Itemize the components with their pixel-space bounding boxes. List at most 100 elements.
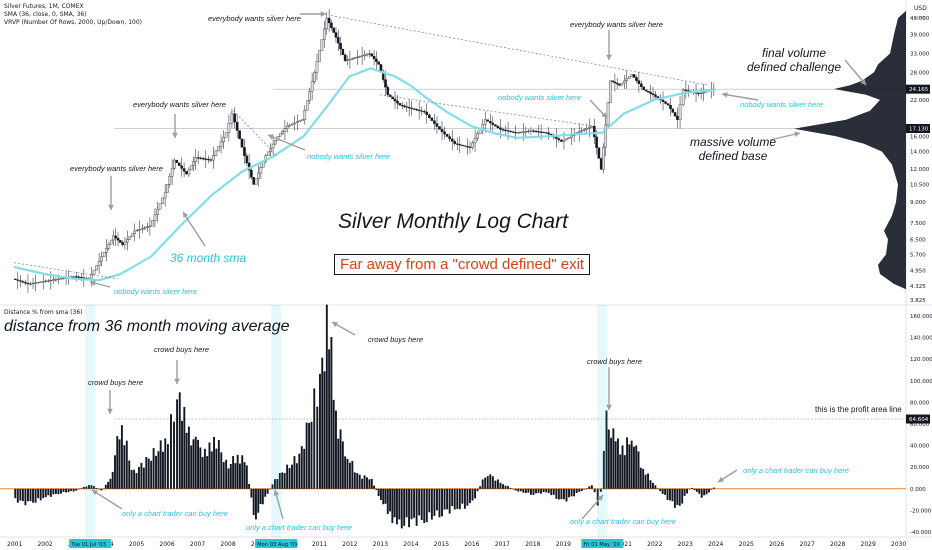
price-candle [353, 57, 357, 59]
price-candle [119, 240, 122, 243]
year-tick-label: 2001 [7, 541, 22, 548]
price-candle [269, 147, 272, 153]
distance-bar [379, 488, 382, 501]
distance-bar [361, 478, 364, 489]
distance-bar [565, 488, 568, 502]
distance-bar [688, 488, 691, 490]
distance-bar [415, 488, 418, 526]
distance-bar [47, 488, 50, 496]
price-candle [651, 93, 655, 95]
distance-bar [173, 421, 175, 489]
distance-bar [537, 488, 540, 493]
distance-bar [651, 483, 654, 489]
distance-bar [319, 373, 321, 489]
distance-bar [649, 480, 652, 489]
distance-bars [14, 304, 715, 529]
price-candle [168, 176, 172, 185]
price-candle [410, 107, 413, 109]
price-candle [506, 130, 510, 132]
distance-bar [703, 488, 706, 496]
price-candle [489, 121, 492, 124]
price-candle [123, 241, 127, 245]
year-tick-label: 2007 [190, 541, 205, 548]
annotation-everybody-2008: everybody wants silver here [133, 100, 226, 109]
distance-bar [616, 438, 619, 489]
distance-bar [62, 488, 65, 492]
arrow-head [92, 490, 98, 496]
year-tick-label: 2027 [800, 541, 815, 548]
distance-bar [486, 476, 489, 489]
price-candle [138, 229, 142, 231]
distance-bar [693, 488, 696, 491]
price-candle [433, 120, 436, 124]
distance-bar [80, 488, 83, 489]
price-badge-label: 24.165 [909, 87, 929, 93]
arrow-shaft [267, 134, 306, 151]
distance-bar [547, 488, 550, 493]
arrow-head [320, 11, 326, 17]
price-candle [148, 225, 152, 228]
distance-bar [77, 488, 80, 490]
date-badge-label: Mon 03 Aug '09 [257, 542, 298, 548]
distance-bar [593, 488, 596, 493]
distance-bar [114, 455, 116, 489]
distance-bar [458, 488, 461, 510]
distance-bar [310, 421, 313, 489]
annotation-crowd-2011: crowd buys here [368, 335, 424, 344]
price-candle [327, 17, 331, 24]
year-tick-label: 2023 [678, 541, 693, 548]
volume-profile [794, 10, 906, 290]
arrows [89, 11, 867, 520]
distance-bar [75, 488, 78, 491]
distance-bar [102, 488, 105, 490]
distance-bar [95, 487, 98, 489]
price-tick-label: 14.000 [910, 150, 930, 156]
price-candle [613, 81, 617, 84]
price-candle [233, 113, 236, 123]
distance-bar [313, 388, 316, 489]
price-candle [400, 105, 404, 107]
distance-bar [85, 486, 88, 489]
price-candle [259, 167, 263, 174]
price-tick-label: 39.000 [910, 32, 930, 38]
price-candle [298, 120, 302, 123]
price-candle [697, 93, 700, 95]
price-candle [170, 167, 174, 177]
price-candle [583, 129, 586, 131]
distance-bar [60, 488, 62, 494]
price-candle [673, 112, 677, 117]
price-tick-label: 12.000 [910, 167, 930, 173]
price-candle [161, 197, 164, 204]
price-candle [483, 119, 487, 125]
distance-bar [293, 456, 296, 489]
distance-bar [607, 429, 610, 489]
distance-bar [612, 428, 615, 489]
arrow-shaft [581, 494, 604, 520]
distance-bar [245, 465, 248, 489]
arrow-head [183, 212, 189, 218]
distance-bar [283, 473, 286, 489]
distance-bar [181, 420, 183, 489]
price-candle [303, 110, 307, 120]
price-candle [346, 59, 349, 61]
distance-bar [341, 441, 344, 489]
distance-bar [170, 414, 172, 489]
distance-bar [532, 488, 535, 495]
distance-bar [70, 488, 73, 492]
price-candle [448, 136, 451, 140]
distance-bar [178, 392, 181, 489]
price-candle [602, 146, 605, 170]
distance-bar [690, 487, 693, 489]
price-candle [529, 130, 533, 132]
trendline [13, 262, 118, 280]
distance-bar [568, 488, 570, 498]
distance-bar [164, 438, 167, 489]
arrow-head [268, 134, 274, 140]
distance-bar [368, 479, 371, 489]
distance-bar [150, 460, 153, 489]
annotation-crowd-2020: crowd buys here [587, 357, 643, 366]
lower-tick-label: 140.000 [910, 336, 932, 342]
distance-bar [461, 488, 464, 504]
distance-bar [190, 445, 193, 489]
